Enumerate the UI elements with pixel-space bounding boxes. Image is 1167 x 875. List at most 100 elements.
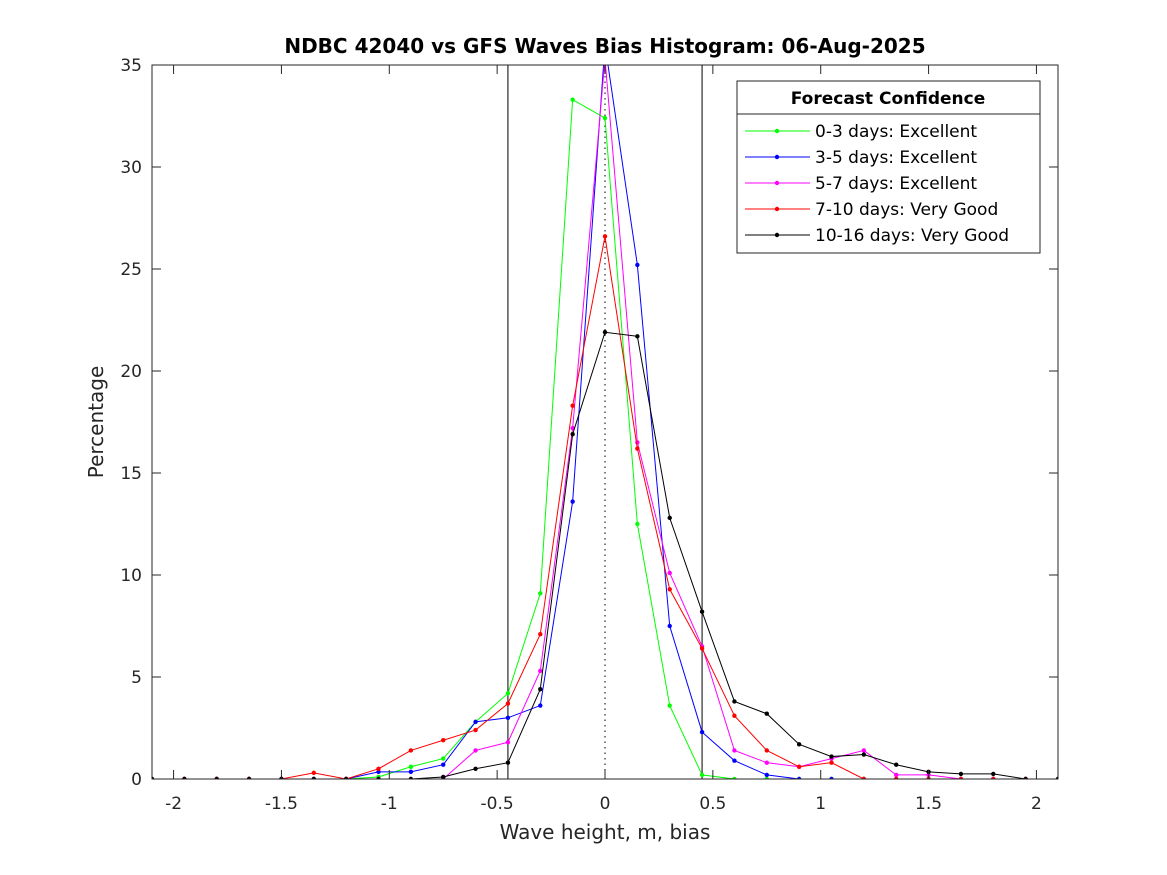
data-point [602,115,608,121]
y-tick-label: 0 [131,770,142,790]
data-point [667,570,672,576]
data-point [699,729,705,735]
data-point [473,748,478,753]
data-point [570,499,575,504]
data-point [505,760,511,765]
data-point [473,719,478,725]
data-point [635,446,640,451]
data-point [376,776,381,779]
y-tick-label: 5 [131,668,142,688]
data-point [635,262,640,268]
x-tick-label: 0.5 [699,794,726,814]
legend-swatch-marker [774,128,780,134]
data-point [505,701,511,706]
data-point [505,715,511,720]
data-point [376,769,381,775]
data-point [667,515,672,521]
data-point [570,97,575,102]
data-point [538,703,543,708]
x-tick-label: 1.5 [915,794,942,814]
data-point [861,776,867,779]
y-axis-ticks: 0 5 10 15 20 25 30 35 [120,56,1058,790]
data-point [732,776,737,779]
legend-swatch-marker [774,206,780,212]
data-point [343,776,349,779]
data-point [667,587,672,592]
data-point [796,764,802,769]
y-tick-label: 10 [120,566,142,586]
data-point [311,776,316,779]
series-5 [152,330,1058,779]
data-point [796,742,802,747]
x-tick-label: 2 [1031,794,1042,814]
chart-title: NDBC 42040 vs GFS Waves Bias Histogram: … [284,34,925,58]
data-point [894,776,899,779]
y-tick-label: 35 [120,56,142,76]
legend-swatch-marker [774,180,780,186]
data-point [894,762,899,767]
data-point [538,687,543,692]
data-point [667,703,672,708]
data-point [764,711,769,716]
data-point [441,774,446,779]
x-tick-label: -1 [381,794,398,814]
legend-title: Forecast Confidence [791,89,986,109]
data-point [764,772,769,778]
legend: Forecast Confidence 0-3 days: Excellent 3… [736,80,1041,254]
series-line [152,65,1058,779]
data-point [311,770,316,776]
data-point [570,432,575,437]
data-point [732,699,737,704]
legend-swatch-marker [774,154,780,160]
data-point [991,776,996,779]
data-point [829,760,834,765]
reference-lines [507,65,703,779]
data-point [829,776,834,779]
x-tick-label: -0.5 [481,794,514,814]
data-point [635,521,640,527]
data-point [602,330,608,335]
data-point [796,776,802,779]
data-point [408,769,414,775]
data-point [152,776,155,779]
x-tick-label: 0 [600,794,611,814]
data-point [408,748,414,753]
data-point [732,713,737,718]
y-tick-label: 30 [120,158,142,178]
x-axis-label: Wave height, m, bias [500,820,711,844]
data-point [732,748,737,753]
data-point [473,766,478,771]
data-point [699,609,705,614]
legend-swatch-marker [774,232,780,238]
legend-entry-label: 7-10 days: Very Good [815,200,998,220]
data-point [538,591,543,596]
data-point [732,758,737,763]
x-tick-label: -1.5 [265,794,298,814]
legend-entry-label: 5-7 days: Excellent [815,174,977,194]
data-point [1023,776,1028,779]
data-point [958,771,964,777]
data-point [408,764,414,769]
data-point [246,776,252,779]
legend-entry-label: 10-16 days: Very Good [815,226,1009,246]
x-tick-label: 1 [815,794,826,814]
data-point [958,776,964,779]
x-tick-label: -2 [165,794,182,814]
data-point [602,234,608,239]
data-point [699,772,705,778]
data-point [991,771,996,777]
data-point [894,772,899,778]
data-point [505,691,511,696]
data-point [376,766,381,771]
y-tick-label: 15 [120,464,142,484]
x-axis-ticks: -2 -1.5 -1 -0.5 0 0.5 1 1.5 2 [165,65,1042,814]
data-point [441,756,446,761]
data-point [441,762,446,767]
data-point [635,334,640,339]
data-point [764,760,769,765]
legend-entry-label: 0-3 days: Excellent [815,122,977,142]
data-point [570,403,575,408]
legend-box [736,80,1041,254]
legend-entry-label: 3-5 days: Excellent [815,148,977,168]
